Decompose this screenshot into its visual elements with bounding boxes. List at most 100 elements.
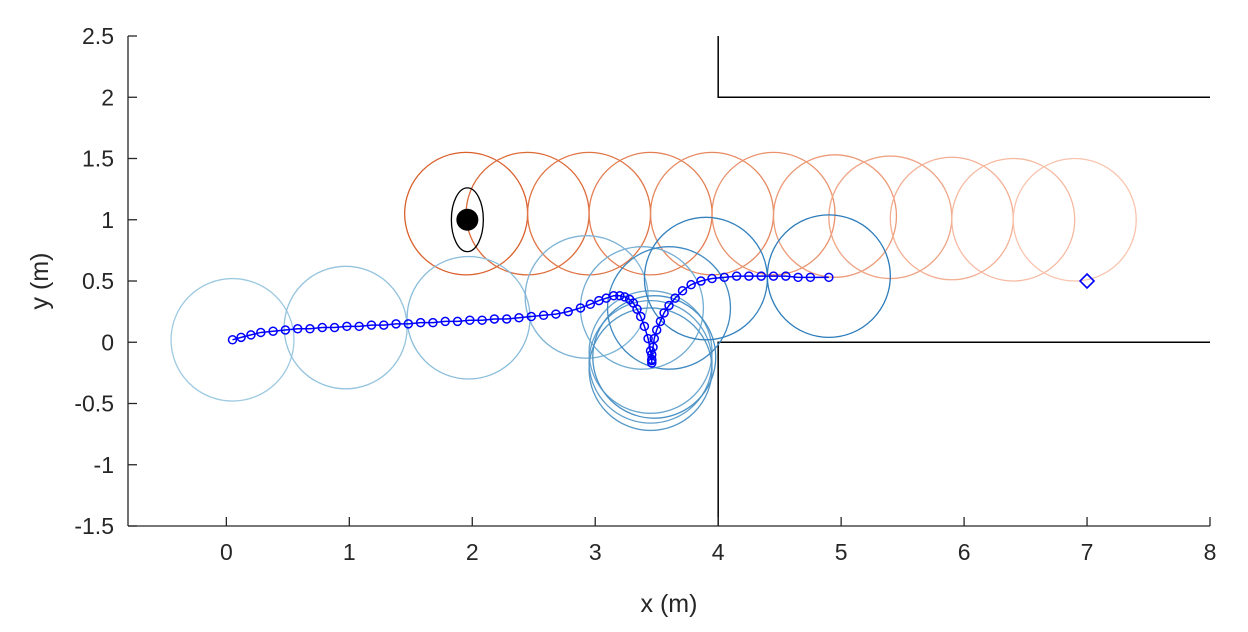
trajectory-point xyxy=(514,313,524,323)
trajectory-point xyxy=(635,311,646,322)
human-circles xyxy=(403,151,1137,282)
trajectory-point xyxy=(664,300,674,311)
y-tick-label: 2.5 xyxy=(82,23,114,49)
axes: 0 1 2 3 4 5 6 7 8 -1.5 -1 -0.5 0 0.5 1 1.5 2 2.5 xyxy=(74,23,1216,565)
trajectory-point xyxy=(659,308,669,318)
human-circle xyxy=(772,154,898,278)
trajectory-point xyxy=(731,271,742,281)
obstacle xyxy=(450,187,484,253)
trajectory-point xyxy=(563,306,573,317)
trajectory-point xyxy=(292,324,303,334)
x-tick-label: 2 xyxy=(466,539,479,565)
trajectory-point xyxy=(768,271,779,281)
trajectory-point xyxy=(707,273,717,284)
human-circle xyxy=(1012,157,1137,282)
goal-marker-group xyxy=(1078,272,1096,290)
robot-circle xyxy=(283,265,408,390)
trajectory-point xyxy=(440,316,450,327)
trajectory-point xyxy=(615,290,625,301)
x-tick-label: 0 xyxy=(220,539,233,565)
trajectory-point xyxy=(643,333,653,344)
walls xyxy=(717,36,1210,526)
trajectory-point xyxy=(280,325,291,335)
trajectory-point xyxy=(805,272,816,283)
trajectory-point xyxy=(329,322,340,333)
trajectory-point xyxy=(501,314,512,324)
x-tick-label: 4 xyxy=(712,539,725,565)
trajectory-point xyxy=(268,326,278,336)
trajectory-point xyxy=(719,272,730,283)
trajectory-point xyxy=(696,276,706,286)
obstacle-ellipse xyxy=(450,187,484,253)
wall-line xyxy=(717,341,1210,526)
robot-circle xyxy=(524,235,649,359)
trajectory-point xyxy=(585,299,596,310)
robot-circle xyxy=(643,216,769,341)
trajectory-point xyxy=(781,271,791,281)
trajectory-point xyxy=(677,286,688,296)
trajectory-line xyxy=(232,275,829,364)
trajectory-point xyxy=(632,304,642,314)
y-tick-label: 0 xyxy=(101,329,114,355)
robot-circle xyxy=(592,295,717,419)
trajectory-point xyxy=(608,290,619,301)
human-circle xyxy=(951,157,1076,282)
trajectory-point xyxy=(575,303,586,313)
y-tick-label: -0.5 xyxy=(74,391,114,417)
trajectory-point xyxy=(686,279,696,290)
y-tick-label: -1.5 xyxy=(74,513,114,539)
trajectory-point xyxy=(391,319,401,329)
trajectory-point xyxy=(236,332,246,343)
y-tick-label: 1.5 xyxy=(82,146,114,172)
trajectory-point xyxy=(246,330,256,340)
trajectory-point xyxy=(403,319,414,329)
goal-marker xyxy=(1078,272,1096,290)
x-tick-label: 3 xyxy=(589,539,602,565)
trajectory-point xyxy=(415,317,426,328)
trajectory-point xyxy=(647,355,657,366)
y-tick-label: 1 xyxy=(101,207,114,233)
trajectory-point xyxy=(649,333,659,344)
wall-line xyxy=(717,36,1210,98)
trajectory-point xyxy=(655,316,666,327)
trajectory-point xyxy=(551,309,561,319)
human-circle xyxy=(711,151,836,276)
trajectory-point xyxy=(639,321,650,332)
x-tick-label: 7 xyxy=(1081,539,1094,565)
trajectory-point xyxy=(354,321,364,332)
trajectory-point xyxy=(227,335,238,345)
trajectory-point xyxy=(452,316,463,327)
x-tick-label: 8 xyxy=(1204,539,1217,565)
trajectory-point xyxy=(256,327,266,338)
trajectory-point xyxy=(526,311,537,322)
trajectory-point xyxy=(619,292,630,302)
trajectory-point xyxy=(428,317,438,328)
trajectory-point xyxy=(824,272,834,283)
x-axis-label: x (m) xyxy=(641,590,698,618)
trajectory-point xyxy=(477,315,487,325)
trajectory-point xyxy=(366,320,377,330)
trajectory xyxy=(227,271,834,368)
trajectory-point xyxy=(378,320,389,330)
robot-circle xyxy=(588,307,713,432)
robot-circle xyxy=(170,277,295,402)
trajectory-point xyxy=(538,310,549,321)
x-tick-label: 6 xyxy=(958,539,971,565)
x-tick-label: 5 xyxy=(835,539,848,565)
trajectory-point xyxy=(305,324,315,334)
trajectory-point xyxy=(756,271,766,281)
x-tick-label: 1 xyxy=(343,539,356,565)
trajectory-point xyxy=(342,321,352,332)
trajectory-point xyxy=(465,315,475,325)
y-tick-label: 2 xyxy=(101,84,114,110)
robot-circle xyxy=(606,246,732,370)
trajectory-point xyxy=(670,293,680,303)
trajectory-point xyxy=(317,322,328,333)
y-tick-label: 0.5 xyxy=(82,268,114,294)
trajectory-point xyxy=(489,314,500,324)
y-tick-label: -1 xyxy=(94,452,114,478)
trajectory-point xyxy=(793,272,803,283)
trajectory-point xyxy=(744,271,754,281)
obstacle-dot xyxy=(456,208,479,231)
trajectory-point xyxy=(651,325,662,335)
